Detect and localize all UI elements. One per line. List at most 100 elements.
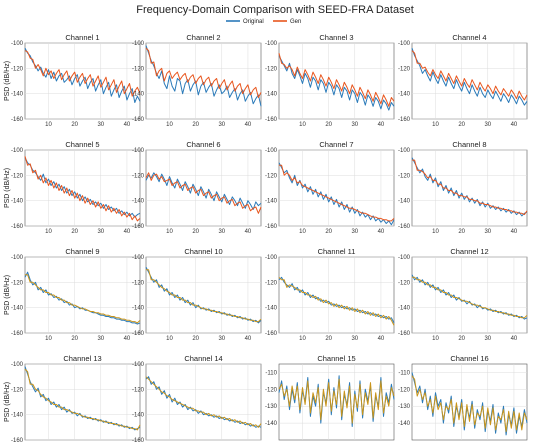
x-tick-label: 40 — [245, 336, 252, 342]
y-tick-label: -160 — [132, 438, 145, 443]
subplot-title: Channel 11 — [318, 247, 356, 256]
x-tick-label: 10 — [45, 229, 52, 235]
subplot-channel-13: Channel 1310203040-160-140-120-100 — [11, 354, 141, 443]
x-tick-label: 20 — [325, 336, 332, 342]
series-line-original — [278, 162, 395, 226]
x-tick-label: 20 — [71, 229, 78, 235]
y-tick-label: -160 — [265, 117, 278, 123]
subplot-title: Channel 8 — [452, 140, 486, 149]
series-line-gen — [24, 156, 141, 222]
x-tick-label: 10 — [299, 229, 306, 235]
x-tick-label: 40 — [378, 229, 385, 235]
x-tick-label: 20 — [458, 122, 465, 128]
subplot-channel-12: Channel 12 10 20 30 40 -160 -140 -120 -100 — [398, 247, 528, 342]
subplot-frame — [278, 256, 395, 334]
y-tick-label: -110 — [398, 370, 410, 376]
subplot-title: Channel 6 — [186, 140, 220, 149]
y-tick-label: -110 — [265, 370, 277, 376]
y-tick-label: -140 — [132, 92, 145, 98]
subplot-frame — [145, 363, 262, 441]
subplot-channel-11: Channel 11 10 20 30 40 -160 -140 -120 -100 — [265, 247, 395, 342]
subplot-channel-9: Channel 9 10 20 30 40 -160 -140 -120 -100 — [11, 247, 141, 342]
y-tick-label: -140 — [398, 306, 411, 312]
subplot-title: Channel 12 — [450, 247, 488, 256]
y-tick-label: -160 — [132, 224, 145, 230]
x-tick-label: 30 — [218, 122, 225, 128]
subplot-frame — [411, 149, 528, 227]
x-tick-label: 40 — [378, 122, 385, 128]
series-line-gen — [24, 368, 141, 431]
y-tick-label: -100 — [11, 148, 24, 154]
y-axis-label: PSD (dB/Hz) — [4, 168, 11, 208]
x-tick-label: 40 — [378, 336, 385, 342]
legend-label-gen: Gen — [290, 19, 301, 25]
subplot-channel-7: Channel 7 10 20 30 40 -160 -140 -120 -100 — [265, 140, 395, 235]
subplot-title: Channel 1 — [65, 33, 99, 42]
series-line-gen — [24, 50, 141, 97]
y-tick-label: -120 — [132, 173, 145, 179]
x-tick-label: 10 — [166, 229, 173, 235]
subplot-title: Channel 9 — [65, 247, 99, 256]
x-tick-label: 40 — [245, 229, 252, 235]
x-tick-label: 30 — [97, 229, 104, 235]
y-tick-label: -100 — [11, 255, 24, 261]
series-line-gen — [278, 378, 395, 424]
series-line-gen — [411, 375, 528, 433]
x-tick-label: 20 — [192, 229, 199, 235]
subplot-title: Channel 4 — [452, 33, 486, 42]
y-tick-label: -160 — [11, 438, 24, 443]
y-tick-label: -120 — [11, 387, 24, 393]
y-tick-label: -100 — [132, 148, 145, 154]
x-tick-label: 10 — [432, 122, 439, 128]
y-tick-label: -120 — [132, 66, 145, 72]
y-tick-label: -120 — [265, 66, 278, 72]
y-tick-label: -120 — [265, 387, 278, 393]
subplot-title: Channel 3 — [319, 33, 353, 42]
subplot-channel-6: Channel 6 10 20 30 40 -160 -140 -120 -100 — [132, 140, 262, 235]
subplot-channel-15: Channel 1510203040-140-130-120-110 — [265, 354, 395, 441]
subplot-title: Channel 16 — [450, 354, 488, 363]
y-tick-label: -120 — [398, 173, 411, 179]
y-tick-label: -100 — [265, 148, 278, 154]
y-tick-label: -140 — [265, 92, 278, 98]
y-tick-label: -120 — [398, 387, 411, 393]
x-tick-label: 10 — [45, 336, 52, 342]
subplot-title: Channel 5 — [65, 140, 99, 149]
y-tick-label: -140 — [398, 92, 411, 98]
x-tick-label: 40 — [245, 122, 252, 128]
series-line-gen — [412, 159, 528, 216]
subplot-channel-5: Channel 5 10 20 30 40 -160 -140 -120 -100 — [11, 140, 141, 235]
x-tick-label: 30 — [484, 122, 491, 128]
subplot-channel-16: Channel 1610203040-140-130-120-110 — [398, 354, 528, 441]
series-line-gen — [25, 274, 141, 324]
x-tick-label: 30 — [351, 229, 358, 235]
y-tick-label: -100 — [265, 41, 278, 47]
subplot-frame — [24, 363, 141, 441]
y-tick-label: -100 — [398, 148, 411, 154]
y-tick-label: -140 — [132, 199, 145, 205]
subplot-channel-2: Channel 2 10 20 30 40 -160 -140 -120 -100 — [132, 33, 262, 128]
x-tick-label: 30 — [484, 229, 491, 235]
y-tick-label: -140 — [265, 306, 278, 312]
x-tick-label: 30 — [351, 336, 358, 342]
x-tick-label: 30 — [218, 229, 225, 235]
y-tick-label: -160 — [11, 331, 24, 337]
subplot-frame — [145, 256, 262, 334]
series-line-gen — [278, 276, 395, 326]
y-tick-label: -120 — [132, 387, 145, 393]
x-tick-label: 40 — [511, 229, 518, 235]
y-tick-label: -100 — [11, 362, 24, 368]
subplot-channel-8: Channel 8 10 20 30 40 -160 -140 -120 -100 — [398, 140, 528, 235]
y-axis-label: PSD (dB/Hz) — [4, 61, 11, 101]
series-line-gen — [145, 376, 262, 428]
x-tick-label: 40 — [124, 122, 131, 128]
series-line-gen — [411, 50, 528, 101]
y-tick-label: -120 — [11, 173, 24, 179]
x-tick-label: 20 — [71, 122, 78, 128]
x-tick-label: 20 — [192, 336, 199, 342]
series-line-gen — [412, 276, 528, 319]
series-line-gen — [146, 269, 262, 323]
subplot-frame — [278, 149, 395, 227]
x-tick-label: 40 — [511, 122, 518, 128]
